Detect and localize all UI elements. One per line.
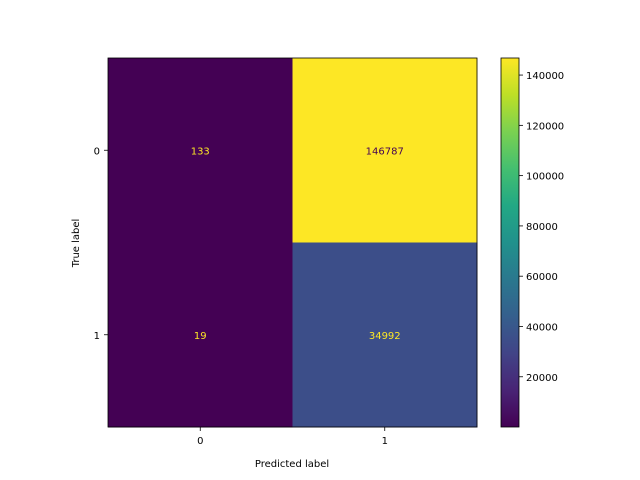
colorbar-tick-label-2: 60000	[526, 272, 558, 283]
colorbar-tick-label-3: 80000	[526, 222, 558, 233]
colorbar-tick-label-5: 120000	[526, 121, 564, 132]
colorbar	[500, 57, 520, 428]
plot-frame	[107, 57, 478, 428]
x-tick-label-0: 0	[197, 436, 203, 447]
y-tick-label-0: 0	[94, 146, 100, 157]
cell-value-r0-c1: 146787	[366, 146, 404, 157]
x-tick-label-1: 1	[382, 436, 388, 447]
matrix-cell-r0-c1	[292, 58, 478, 243]
matrix-cell-r1-c0	[108, 242, 293, 428]
matrix-cells	[108, 58, 478, 428]
y-tick-label-1: 1	[94, 331, 100, 342]
cell-value-r1-c0: 19	[194, 331, 207, 342]
matrix-cell-labels: 133 146787 19 34992	[191, 146, 404, 342]
colorbar-tick-label-1: 40000	[526, 322, 558, 333]
cell-value-r0-c0: 133	[191, 146, 210, 157]
x-axis-label: Predicted label	[255, 459, 329, 470]
colorbar-ticks: 20000 40000 60000 80000 100000 120000 140000	[519, 71, 564, 384]
y-axis-ticks: 01	[94, 146, 108, 342]
cell-value-r1-c1: 34992	[369, 331, 401, 342]
y-axis-label: True label	[71, 219, 82, 269]
matrix-cell-r0-c0	[108, 58, 293, 243]
colorbar-tick-label-0: 20000	[526, 373, 558, 384]
colorbar-tick-label-4: 100000	[526, 172, 564, 183]
matrix-cell-r1-c1	[292, 242, 478, 428]
colorbar-tick-label-6: 140000	[526, 71, 564, 82]
